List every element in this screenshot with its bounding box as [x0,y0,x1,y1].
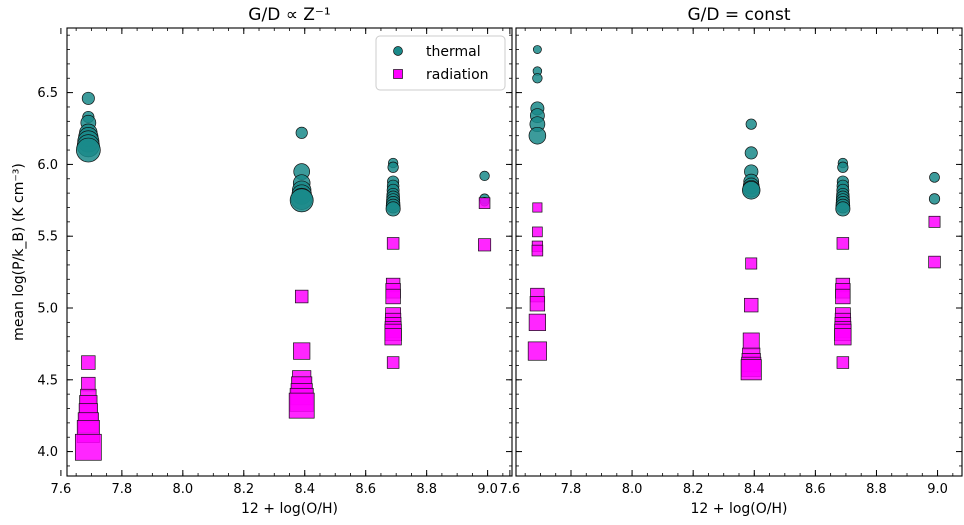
thermal-point [835,201,851,217]
radiation-point [744,297,759,313]
radiation-point [478,197,491,209]
radiation-point [74,433,102,461]
series-thermal [75,91,490,217]
series-radiation [527,202,941,381]
plot-frame [515,27,963,477]
x-tick-label: 8.0 [622,482,643,497]
thermal-point [532,45,542,54]
x-tick-label: 8.4 [744,482,765,497]
panel-left: 7.6 7.8 8.0 8.2 8.4 8.6 8.8 9.0 4.0 4.5 5.0 5.5 6.0 6… [11,5,513,517]
thermal-point [81,91,95,105]
thermal-point [532,73,543,84]
radiation-point [836,356,850,369]
radiation-point [834,328,852,346]
thermal-point [929,172,940,183]
radiation-point [384,328,402,346]
radiation-point [928,255,941,269]
panel-title: G/D = const [687,5,790,25]
radiation-point [528,313,546,331]
legend-thermal-label: thermal [426,44,481,60]
x-tick-label: 8.8 [416,482,437,497]
radiation-point [928,215,941,228]
x-tick-label: 7.8 [112,482,133,497]
x-tick-label: 8.0 [172,482,193,497]
radiation-point [740,359,762,381]
radiation-point [531,244,544,257]
thermal-point [745,118,757,130]
y-tick-label: 5.0 [37,302,58,317]
series-thermal [528,45,941,217]
x-tick-label: 8.8 [866,482,887,497]
radiation-point [81,376,96,392]
legend-radiation-label: radiation [426,67,489,83]
radiation-point [527,341,547,361]
x-axis-label: 12 + log(O/H) [241,501,338,517]
thermal-point [744,146,758,160]
radiation-point [81,355,96,370]
radiation-point [742,332,760,350]
legend: thermal radiation [375,35,506,91]
legend-box [375,35,506,91]
y-tick-label: 6.0 [37,158,58,173]
x-tick-label: 7.6 [500,482,521,497]
x-tick-label: 8.2 [233,482,254,497]
panel-title: G/D ∝ Z⁻¹ [248,5,330,25]
legend-radiation-marker [393,69,403,79]
thermal-point [295,126,308,139]
thermal-point [387,161,399,173]
thermal-point [385,201,401,217]
x-tick-label: 8.2 [683,482,704,497]
y-tick-label: 5.5 [37,230,58,245]
radiation-point [386,237,400,250]
thermal-point [928,193,941,205]
radiation-point [386,356,400,369]
x-tick-label: 7.6 [51,482,72,497]
radiation-point [836,237,850,250]
thermal-point [75,137,101,163]
thermal-point [742,181,761,200]
radiation-point [478,238,492,252]
legend-thermal-marker [393,46,403,56]
y-tick-label: 4.0 [37,445,58,460]
x-tick-label: 8.4 [294,482,315,497]
radiation-point [294,289,309,304]
data-markers [74,91,492,461]
thermal-point [479,170,490,182]
radiation-point [288,392,315,419]
data-markers [527,45,941,381]
thermal-point [289,188,314,213]
radiation-point [385,288,401,305]
radiation-point [529,296,546,312]
series-radiation [74,197,492,461]
x-tick-label: 7.8 [561,482,582,497]
radiation-point [532,202,543,213]
thermal-point [528,126,547,145]
x-tick-label: 9.0 [927,482,948,497]
x-axis-label: 12 + log(O/H) [691,501,788,517]
y-axis-label: mean log(P/k_B) (K cm⁻³) [11,163,27,341]
x-tick-label: 8.6 [805,482,826,497]
panel-right: 7.6 7.8 8.0 8.2 8.4 8.6 8.8 9.0 G/D = const 12 + … [500,5,963,517]
x-tick-label: 8.6 [355,482,376,497]
x-tick-label: 9.0 [477,482,498,497]
radiation-point [532,226,543,238]
y-tick-label: 6.5 [37,86,58,101]
radiation-point [835,288,851,305]
y-tick-label: 4.5 [37,373,58,388]
radiation-point [745,257,758,270]
radiation-point [293,342,311,360]
thermal-point [837,161,849,173]
